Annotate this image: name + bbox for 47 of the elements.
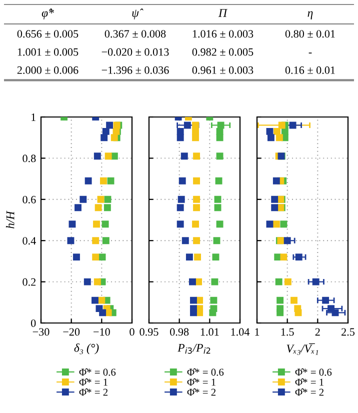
x-tick-label: 2.5 (342, 328, 355, 336)
category-label: η (308, 11, 313, 20)
y-tick-label: 0.6 (22, 196, 36, 204)
y-tick-label: 1 (32, 114, 36, 121)
x-tick-label: 1.01 (200, 328, 219, 336)
text: - (308, 52, 312, 54)
text: −1.396 ± 0.036 (102, 66, 169, 74)
x-axis-title: δ₃ (°) (74, 343, 99, 354)
y-tick-label: 0 (31, 319, 36, 327)
x-axis-title: Vₓ₃/V̅ₓ₁ (286, 343, 318, 355)
category-label: ψ̂ (132, 8, 144, 20)
legend-label: Φ̂* = 0.6 (295, 368, 332, 376)
text: 1.001 ± 0.005 (18, 48, 78, 56)
legend-label: Φ̂* = 1 (187, 378, 216, 386)
legend-label: Φ̂* = 1 (295, 378, 324, 386)
x-tick-label: −10 (94, 328, 110, 336)
x-tick-label: −20 (63, 328, 80, 336)
text: 0.80 ± 0.01 (285, 30, 335, 38)
y-tick-label: 0.2 (22, 278, 36, 286)
text: 2.000 ± 0.006 (17, 66, 78, 74)
x-tick-label: 2 (315, 328, 320, 336)
text: 0.656 ± 0.005 (17, 30, 78, 38)
y-tick-label: 0.8 (22, 154, 36, 162)
text: −0.020 ± 0.013 (102, 48, 169, 56)
text: 0.961 ± 0.003 (192, 66, 254, 74)
x-tick-label: 0.98 (170, 328, 189, 336)
category-label: φ̂* (42, 8, 54, 20)
legend-label: Φ̂* = 0.6 (187, 368, 224, 376)
category-label: Π (218, 9, 228, 17)
legend-label: Φ̂* = 1 (79, 378, 108, 386)
text: 0.16 ± 0.01 (285, 66, 335, 74)
x-tick-label: 1 (255, 328, 260, 336)
x-axis-title: P$_{i3}$/P$_{i2}$ (178, 344, 210, 354)
legend-label: Φ̂* = 2 (79, 388, 108, 396)
x-tick-label: 0.95 (140, 328, 158, 336)
text: 0.367 ± 0.008 (104, 30, 166, 38)
text: 0.982 ± 0.005 (192, 48, 254, 56)
legend-label: Φ̂* = 2 (187, 388, 216, 396)
x-tick-label: 1.5 (281, 328, 294, 336)
y-axis-title: h/H (6, 210, 14, 228)
text: 1.016 ± 0.003 (192, 30, 254, 38)
x-tick-label: −30 (32, 328, 50, 336)
y-tick-label: 0.4 (22, 237, 36, 245)
x-tick-label: 0 (130, 328, 134, 336)
legend-label: Φ̂* = 0.6 (79, 368, 116, 376)
x-tick-label: 1.04 (231, 328, 250, 336)
legend-label: Φ̂* = 2 (295, 388, 324, 396)
